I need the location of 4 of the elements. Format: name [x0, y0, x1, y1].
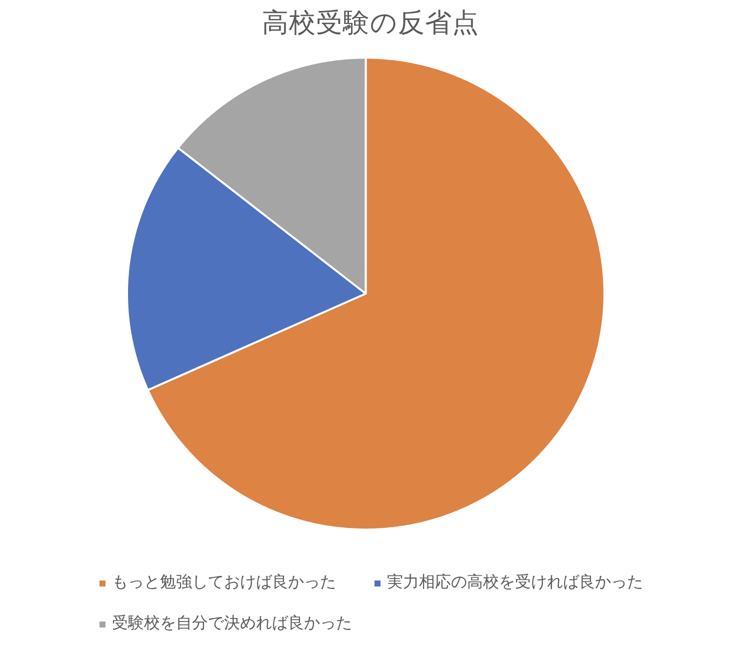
legend-label: 受験校を自分で決めれば良かった — [112, 613, 352, 634]
legend-label: もっと勉強しておけば良かった — [112, 572, 336, 593]
chart-title: 高校受験の反省点 — [262, 8, 479, 38]
legend-label: 実力相応の高校を受ければ良かった — [387, 572, 643, 593]
